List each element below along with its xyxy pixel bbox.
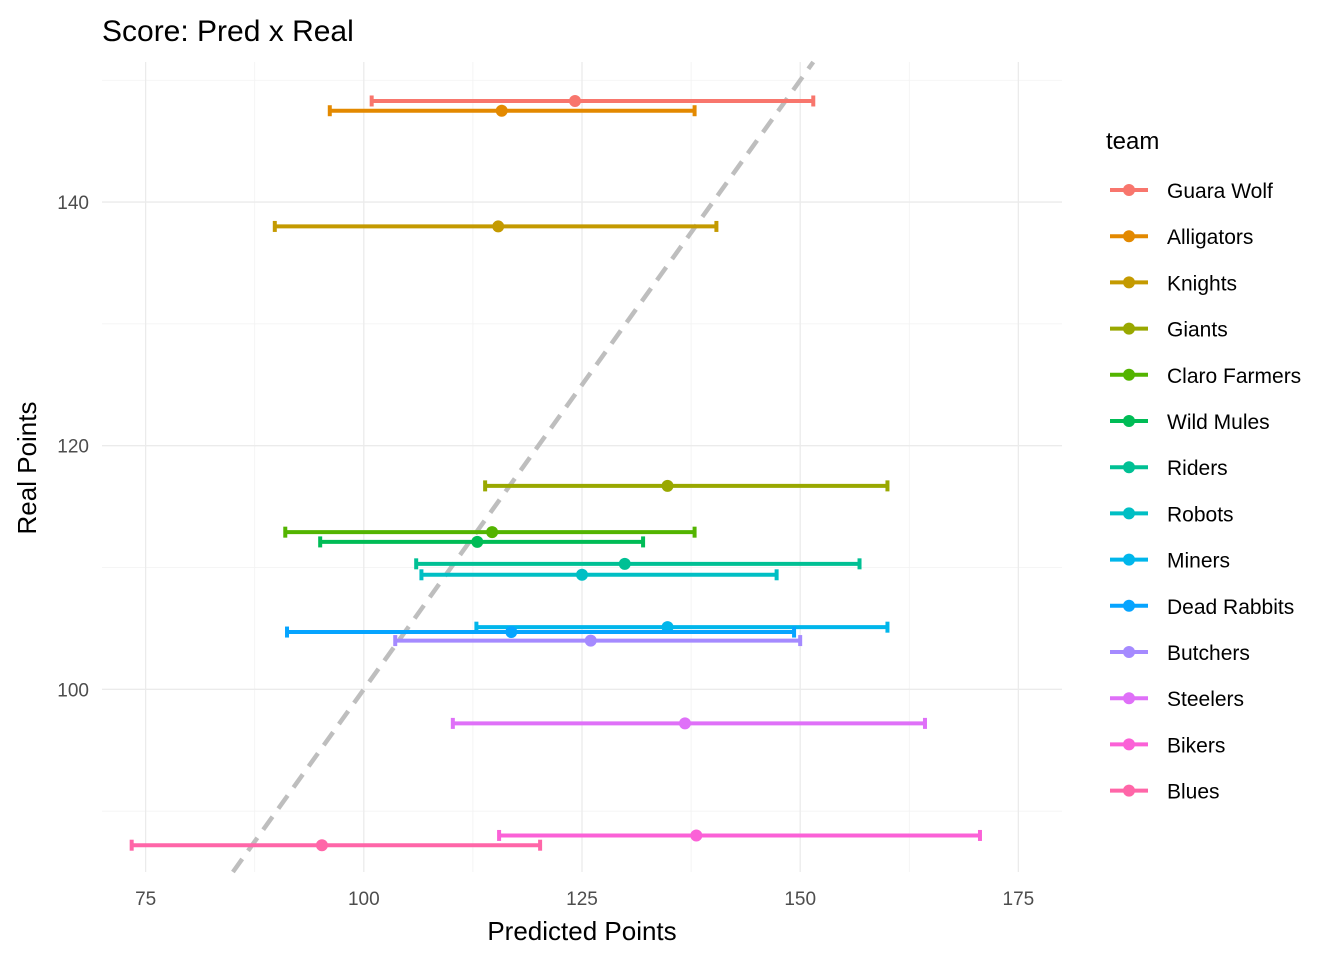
series-alligators	[327, 104, 697, 117]
series-claro-farmers	[283, 526, 697, 539]
legend-item: Claro Farmers	[1110, 365, 1301, 388]
legend: team Guara Wolf Alligators Knights Giants Cl…	[1106, 128, 1301, 804]
x-tick-label: 125	[566, 889, 598, 910]
legend-item: Dead Rabbits	[1110, 596, 1294, 619]
y-axis-ticks: 100 120 140	[57, 193, 89, 701]
x-axis-ticks: 75 100 125 150 175	[135, 889, 1034, 910]
y-tick-label: 100	[57, 680, 89, 701]
legend-key-point	[1123, 415, 1135, 427]
x-tick-label: 100	[348, 889, 380, 910]
legend-item: Guara Wolf	[1110, 180, 1273, 203]
y-tick-label: 140	[57, 193, 89, 214]
legend-item: Bikers	[1110, 734, 1225, 757]
series-knights	[272, 220, 719, 233]
data-point	[569, 94, 582, 107]
legend-key-point	[1123, 461, 1135, 474]
legend-label: Butchers	[1167, 642, 1250, 665]
x-axis-title: Predicted Points	[487, 916, 676, 946]
legend-key-point	[1123, 507, 1135, 520]
legend-item: Butchers	[1110, 642, 1250, 665]
series-riders	[414, 557, 862, 570]
legend-item: Blues	[1110, 781, 1220, 804]
x-tick-label: 175	[1003, 889, 1035, 910]
reference-line-layer	[231, 60, 816, 874]
legend-key-point	[1123, 692, 1135, 705]
series-steelers	[450, 717, 927, 730]
legend-label: Alligators	[1167, 226, 1253, 249]
legend-label: Claro Farmers	[1167, 365, 1301, 388]
y-tick-label: 120	[57, 437, 89, 458]
data-point	[690, 829, 703, 842]
legend-label: Miners	[1167, 550, 1230, 573]
series-dead-rabbits	[285, 626, 797, 639]
legend-key-point	[1123, 738, 1135, 751]
legend-item: Giants	[1110, 319, 1228, 342]
series-blues	[129, 839, 543, 852]
legend-label: Riders	[1167, 457, 1228, 480]
data-point	[505, 626, 518, 639]
x-tick-label: 150	[784, 889, 816, 910]
chart-title: Score: Pred x Real	[102, 15, 354, 48]
legend-items: Guara Wolf Alligators Knights Giants Claro F…	[1110, 180, 1301, 804]
legend-label: Bikers	[1167, 734, 1225, 757]
legend-key-point	[1123, 553, 1135, 566]
legend-key-point	[1123, 368, 1135, 381]
legend-key-point	[1123, 322, 1135, 335]
legend-item: Alligators	[1110, 226, 1253, 249]
legend-key-point	[1123, 646, 1135, 658]
data-point	[471, 535, 484, 548]
legend-label: Blues	[1167, 781, 1220, 804]
series-wild-mules	[318, 535, 646, 548]
data-point	[486, 526, 499, 539]
x-tick-label: 75	[135, 889, 156, 910]
legend-item: Steelers	[1110, 688, 1244, 711]
legend-key-point	[1123, 599, 1135, 612]
grid	[102, 62, 1062, 872]
series-robots	[419, 568, 779, 581]
legend-item: Knights	[1110, 272, 1237, 295]
legend-item: Robots	[1110, 503, 1234, 526]
legend-label: Knights	[1167, 272, 1237, 295]
series-butchers	[393, 634, 803, 647]
legend-label: Wild Mules	[1167, 411, 1270, 434]
legend-item: Riders	[1110, 457, 1228, 480]
series-giants	[483, 479, 890, 492]
data-point	[315, 839, 328, 852]
legend-item: Wild Mules	[1110, 411, 1270, 434]
legend-label: Dead Rabbits	[1167, 596, 1294, 619]
legend-key-point	[1123, 276, 1135, 289]
data-point	[495, 104, 508, 117]
data-point	[576, 568, 588, 581]
legend-key-point	[1123, 184, 1135, 196]
legend-label: Steelers	[1167, 688, 1244, 711]
legend-title: team	[1106, 128, 1159, 155]
series-bikers	[497, 829, 982, 842]
legend-item: Miners	[1110, 550, 1230, 573]
series-layer	[129, 94, 982, 852]
identity-reference-line	[231, 60, 816, 874]
legend-label: Robots	[1167, 503, 1234, 526]
data-point	[618, 557, 631, 570]
data-point	[678, 717, 691, 730]
series-guara-wolf	[369, 94, 816, 107]
data-point	[661, 479, 674, 492]
legend-label: Giants	[1167, 319, 1228, 342]
legend-key-point	[1123, 784, 1135, 797]
data-point	[492, 220, 505, 233]
data-point	[584, 634, 597, 647]
y-axis-title: Real Points	[12, 402, 42, 535]
legend-key-point	[1123, 230, 1135, 243]
legend-label: Guara Wolf	[1167, 180, 1273, 203]
